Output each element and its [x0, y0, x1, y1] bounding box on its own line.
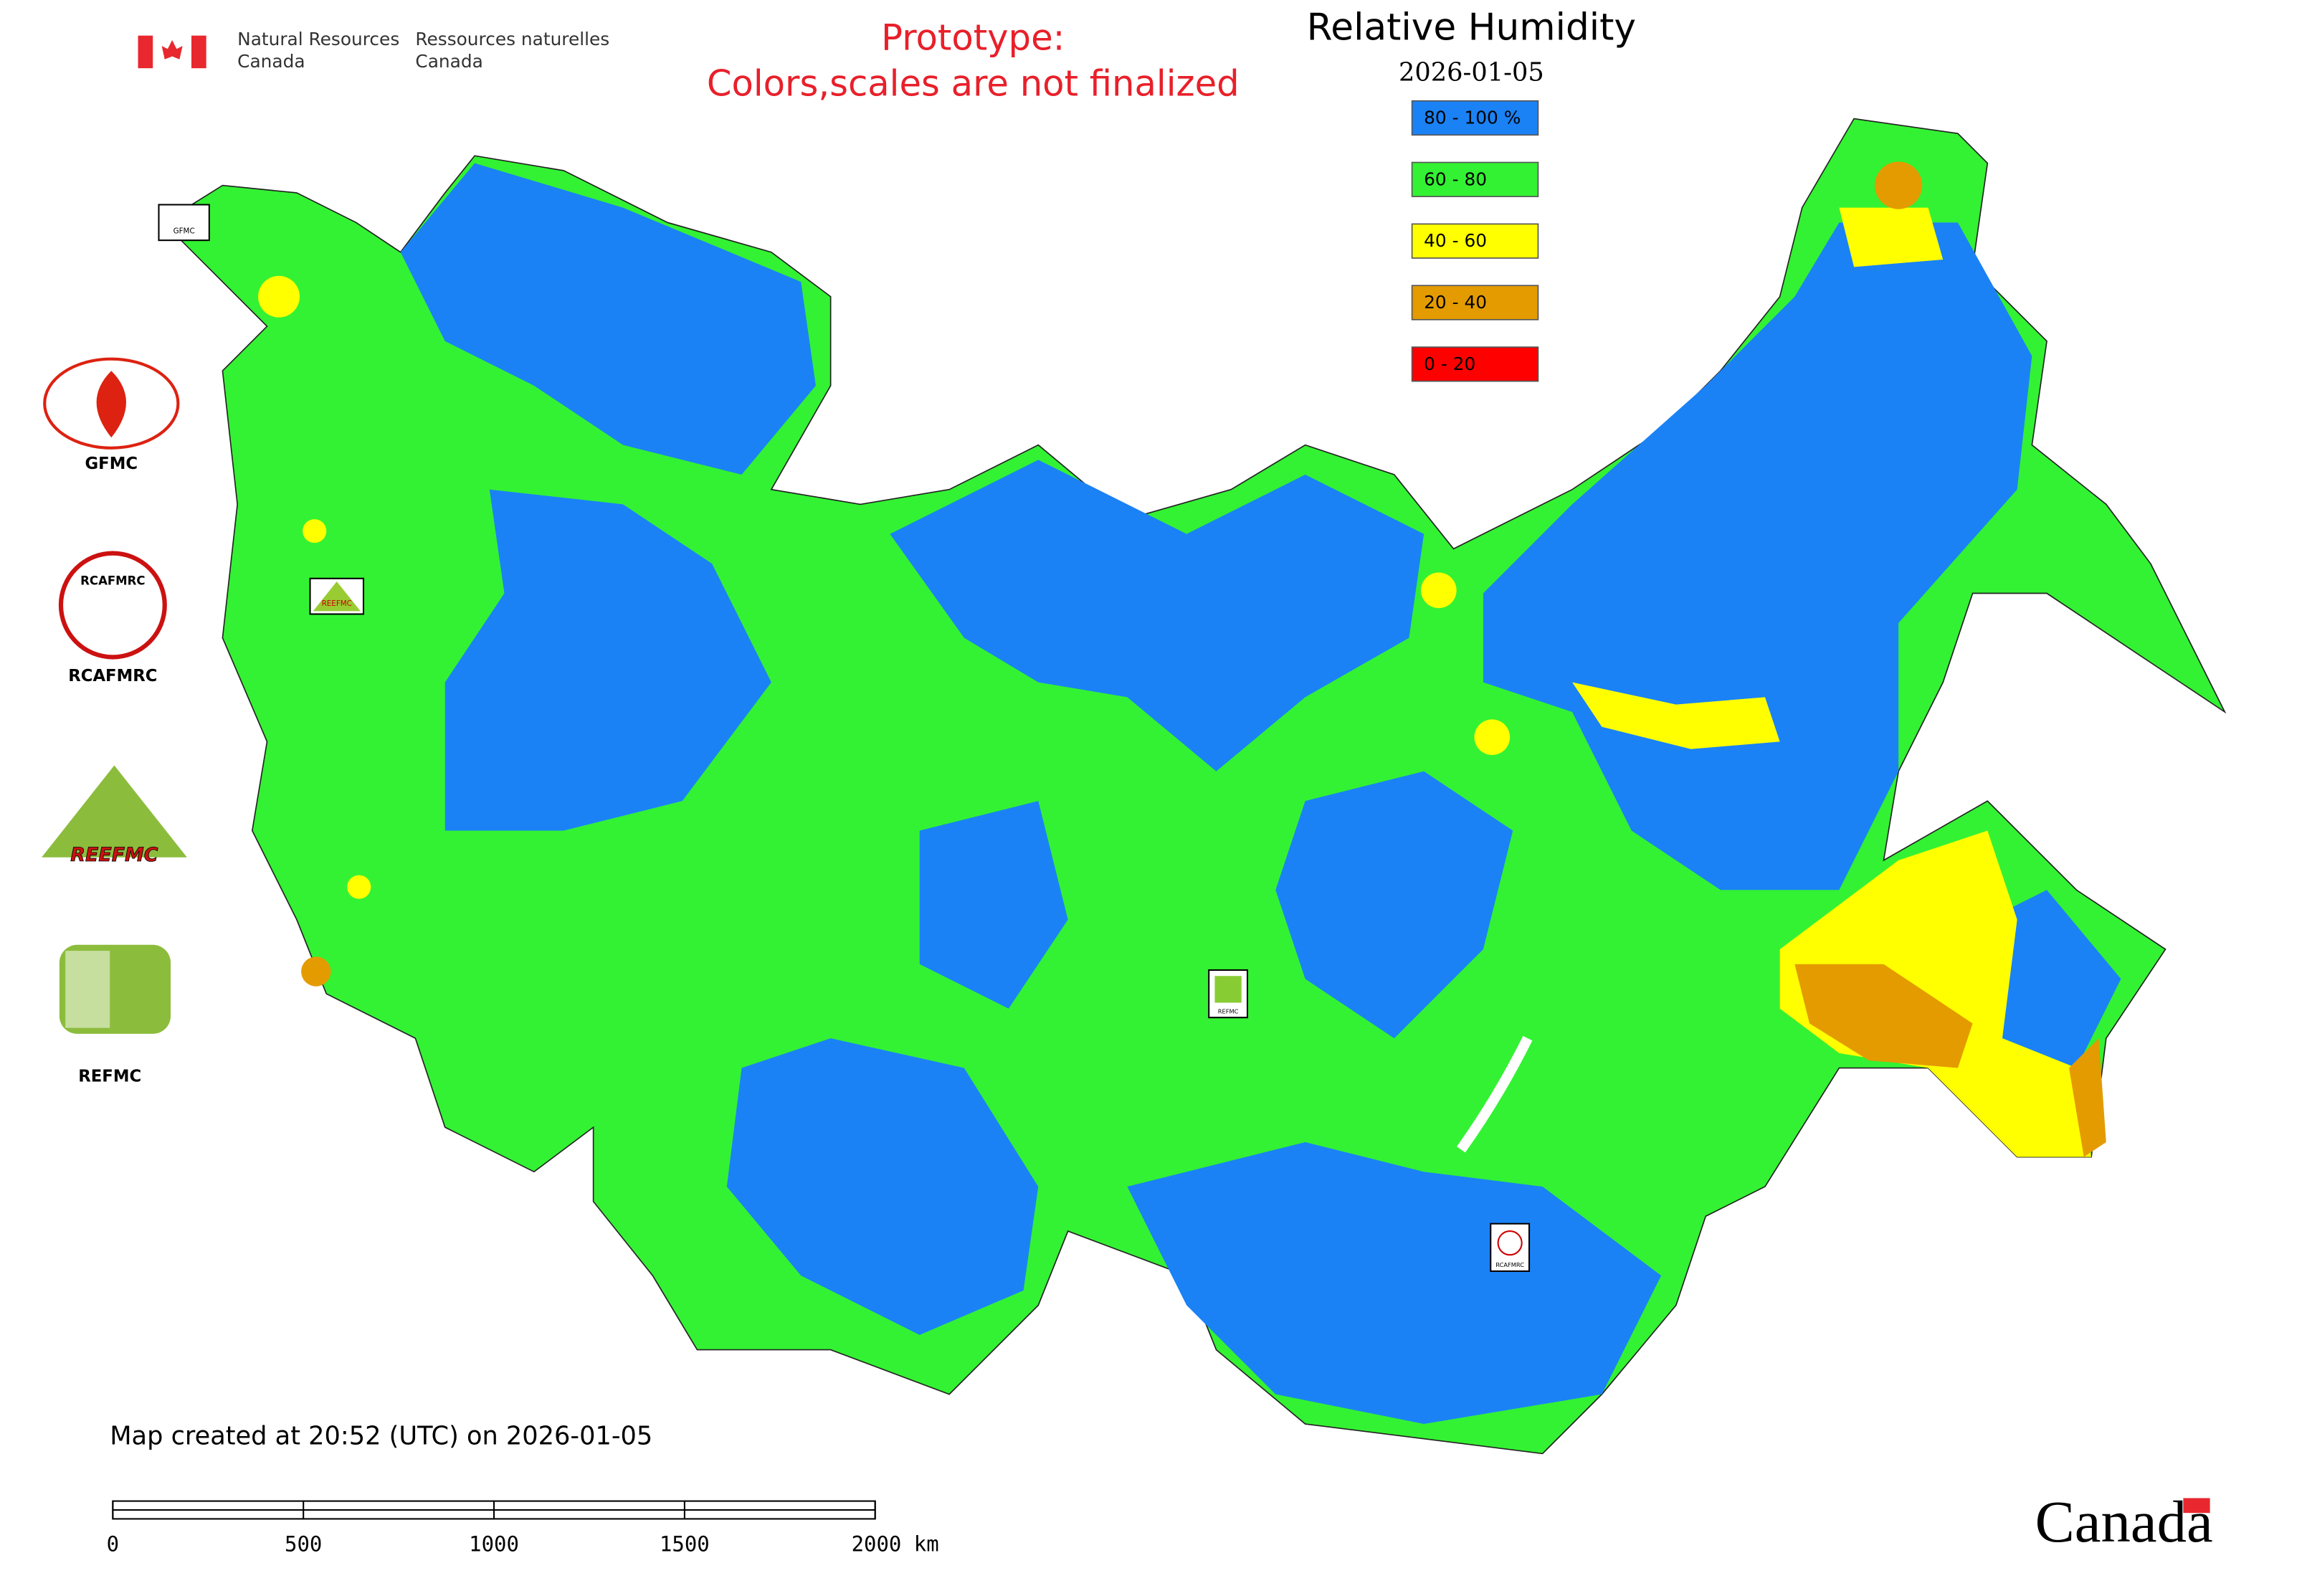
- map: GFMC REEFMC REFMC RCAFMRC: [158, 118, 2227, 1455]
- logo-text: REEFMC: [70, 844, 158, 866]
- legend-swatch: [1411, 346, 1539, 382]
- partner-label: GFMC: [85, 455, 138, 473]
- logo-text: RCAFMRC: [80, 574, 145, 587]
- legend-swatch: [1411, 161, 1539, 197]
- map-title: Relative Humidity: [1307, 6, 1636, 49]
- scale-label: 0: [107, 1532, 119, 1557]
- canada-wordmark: Canada: [2035, 1488, 2213, 1554]
- agency-en: Natural Resources: [237, 29, 399, 49]
- marker-label: RCAFMRC: [1495, 1261, 1524, 1268]
- notice: Colors,scales are not finalized: [707, 62, 1240, 104]
- notice: Prototype:: [881, 16, 1065, 58]
- legend: 80 - 100 % 60 - 80 40 - 60 20 - 40 0 - 20: [1411, 100, 1539, 382]
- marker-label: GFMC: [173, 227, 195, 236]
- legend-label: 20 - 40: [1424, 292, 1487, 313]
- agency-fr: Canada: [415, 51, 482, 72]
- scale-label: 2000 km: [852, 1532, 939, 1557]
- agency-en: Canada: [237, 51, 305, 72]
- partner-logos: GFMC RCAFMRC RCAFMRC REEFMC REFMC: [42, 357, 187, 1086]
- legend-swatch: [1411, 285, 1539, 320]
- legend-label: 80 - 100 %: [1424, 108, 1521, 128]
- scale-label: 500: [285, 1532, 322, 1557]
- marker-label: REFMC: [1218, 1007, 1239, 1015]
- map-marker: GFMC: [158, 204, 210, 242]
- nrcan-signature: Natural Resources Canada Ressources natu…: [138, 29, 609, 72]
- map-marker: REEFMC: [309, 577, 365, 615]
- humid-areas: [400, 163, 2121, 1425]
- agency-fr: Ressources naturelles: [415, 29, 609, 49]
- partner-label: REFMC: [78, 1067, 141, 1086]
- lake-baikal: [1456, 1035, 1533, 1153]
- map-marker: RCAFMRC: [1490, 1222, 1531, 1272]
- dry-areas: [301, 161, 2106, 1157]
- map-date: 2026-01-05: [1399, 57, 1544, 87]
- partner-label: RCAFMRC: [68, 667, 157, 685]
- scale-label: 1000: [469, 1532, 519, 1557]
- map-marker: REFMC: [1208, 969, 1249, 1019]
- legend-swatch: [1411, 223, 1539, 259]
- legend-label: 40 - 60: [1424, 230, 1487, 251]
- scale-label: 1500: [660, 1532, 710, 1557]
- marker-label: REEFMC: [322, 599, 352, 608]
- scale-bar: 0 500 1000 1500 2000 km: [107, 1500, 939, 1557]
- legend-label: 60 - 80: [1424, 168, 1487, 189]
- legend-label: 0 - 20: [1424, 353, 1475, 374]
- legend-swatch: [1411, 100, 1539, 136]
- map-credit: Map created at 20:52 (UTC) on 2026-01-05: [110, 1422, 652, 1451]
